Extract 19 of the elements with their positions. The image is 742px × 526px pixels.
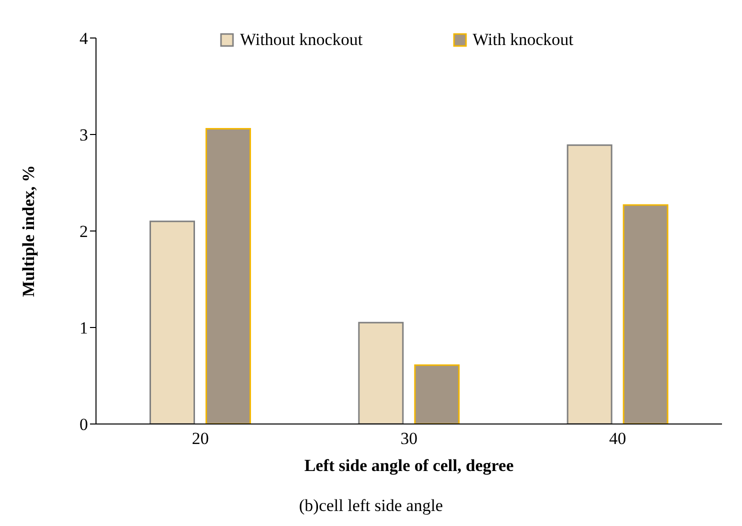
y-tick-label: 1 <box>80 318 88 338</box>
legend-label: With knockout <box>472 30 574 50</box>
x-tick-label: 40 <box>609 429 626 448</box>
x-axis-title: Left side angle of cell, degree <box>303 456 515 476</box>
bar <box>622 204 668 424</box>
y-tick-label: 3 <box>80 126 88 145</box>
bar <box>358 322 404 424</box>
bar <box>206 128 252 424</box>
legend-label: Without knockout <box>239 30 363 50</box>
bar <box>414 364 460 424</box>
x-tick-label: 20 <box>192 429 209 448</box>
y-axis-title: Multiple index, % <box>19 165 38 297</box>
text: (b)cell left side angle <box>298 496 444 516</box>
x-tick-label: 30 <box>400 429 418 448</box>
y-tick-label: 2 <box>80 222 88 242</box>
y-tick-label: 0 <box>80 415 88 434</box>
bar <box>150 220 196 424</box>
y-tick-label: 4 <box>80 29 88 48</box>
bar <box>566 144 612 424</box>
